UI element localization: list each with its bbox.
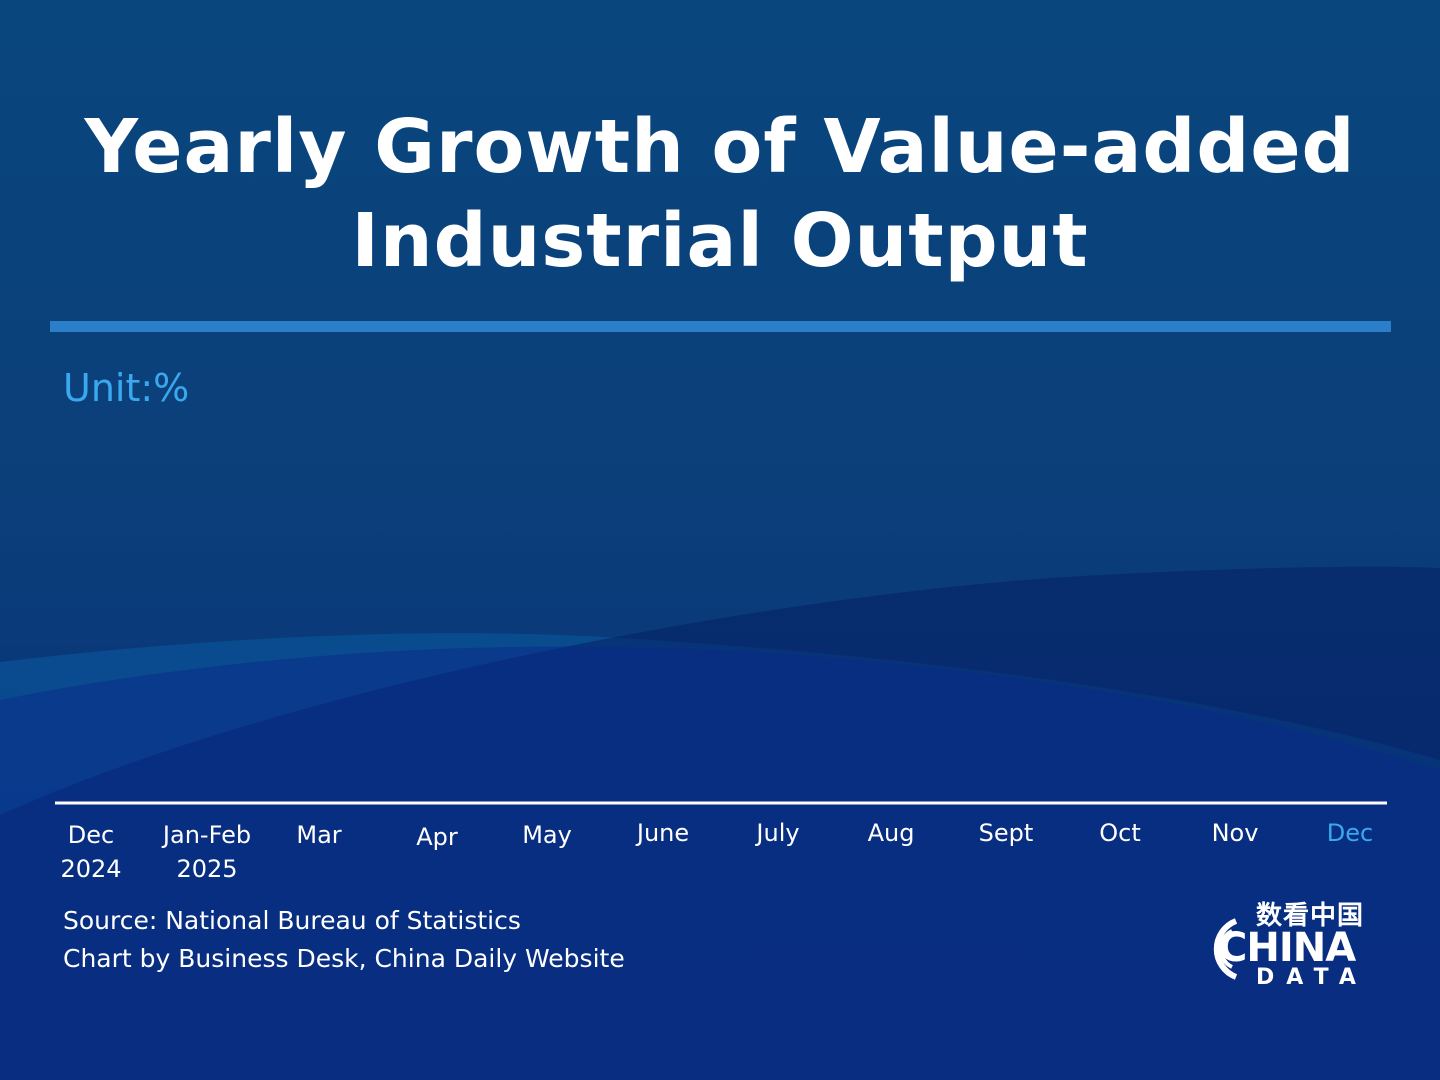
x-tick-label: Aug — [826, 816, 956, 850]
x-tick-label: Nov — [1170, 816, 1300, 850]
x-tick-label-month: Dec — [1326, 819, 1374, 847]
logo-data-text: DATA — [1256, 965, 1368, 990]
x-tick-label: Dec — [1285, 816, 1415, 850]
source-note: Source: National Bureau of Statistics Ch… — [63, 902, 625, 978]
x-tick-label: Jan-Feb 2025 — [142, 818, 272, 886]
x-tick-label: Dec 2024 — [26, 818, 156, 886]
logo-cn-text: 数看中国 — [1256, 901, 1365, 931]
x-tick-label: June — [598, 816, 728, 850]
chart-title: Yearly Growth of Value-added Industrial … — [0, 100, 1440, 288]
x-tick-label-month: May — [522, 821, 572, 849]
title-divider — [50, 321, 1391, 332]
x-tick-label: May — [482, 818, 612, 852]
x-tick-label-month: Dec — [67, 821, 115, 849]
x-tick-label-month: Oct — [1099, 819, 1141, 847]
x-tick-label: Mar — [254, 818, 384, 852]
x-tick-label-month: Mar — [296, 821, 342, 849]
x-tick-label-month: July — [756, 819, 800, 847]
title-line-1: Yearly Growth of Value-added — [84, 104, 1356, 190]
x-tick-label-month: Jan-Feb — [162, 821, 252, 849]
x-tick-label: Sept — [941, 816, 1071, 850]
china-data-logo: 数看中国 CHINA DATA — [1190, 893, 1380, 993]
unit-label: Unit:% — [63, 366, 190, 410]
x-tick-label-year: 2025 — [176, 855, 238, 883]
logo-china-text: CHINA — [1218, 925, 1356, 971]
x-tick-label: Oct — [1055, 816, 1185, 850]
logo-arc-icon — [1213, 918, 1238, 980]
x-tick-label: July — [713, 816, 843, 850]
x-tick-label-month: Sept — [978, 819, 1034, 847]
source-line: Source: National Bureau of Statistics — [63, 906, 521, 935]
x-tick-label-month: June — [636, 819, 690, 847]
x-tick-label-month: Nov — [1211, 819, 1259, 847]
x-tick-label-year: 2024 — [60, 855, 122, 883]
credit-line: Chart by Business Desk, China Daily Webs… — [63, 944, 625, 973]
x-tick-label-month: Aug — [867, 819, 915, 847]
title-line-2: Industrial Output — [351, 198, 1089, 284]
x-tick-label-month: Apr — [416, 823, 458, 851]
x-tick-label: Apr — [372, 820, 502, 854]
